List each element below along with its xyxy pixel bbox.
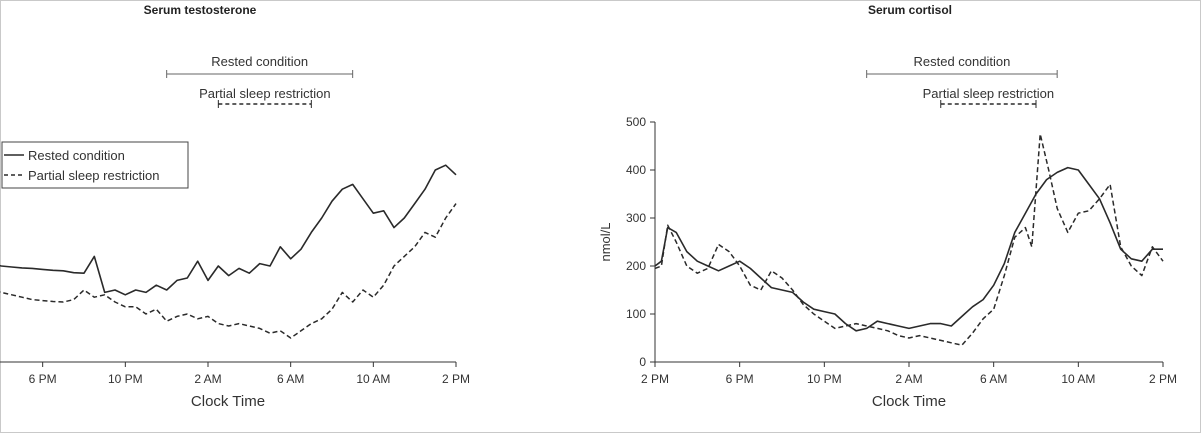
y-tick-label: 300	[626, 211, 646, 225]
x-axis-label: Clock Time	[191, 393, 265, 410]
series-line-partial-sleep-restriction	[0, 203, 457, 339]
annotation-label: Rested condition	[211, 54, 308, 69]
x-tick-label: 6 PM	[29, 372, 57, 386]
x-tick-label: 10 PM	[807, 372, 842, 386]
chart-title: Serum cortisol	[868, 3, 952, 17]
legend-label: Partial sleep restriction	[28, 168, 160, 183]
legend-label: Rested condition	[28, 148, 125, 163]
x-tick-label: 6 PM	[726, 372, 754, 386]
annotation-label: Partial sleep restriction	[199, 86, 331, 101]
x-tick-label: 6 AM	[980, 372, 1007, 386]
x-tick-label: 10 PM	[108, 372, 143, 386]
x-tick-label: 10 AM	[356, 372, 390, 386]
y-tick-label: 200	[626, 259, 646, 273]
chart-title: Serum testosterone	[144, 3, 257, 17]
y-tick-label: 400	[626, 163, 646, 177]
x-tick-label: 10 AM	[1061, 372, 1095, 386]
x-tick-label: 6 AM	[277, 372, 304, 386]
series-line-rested-condition	[0, 164, 457, 296]
x-tick-label: 2 PM	[1149, 372, 1177, 386]
x-tick-label: 2 PM	[641, 372, 669, 386]
annotation-label: Rested condition	[913, 54, 1010, 69]
y-tick-label: 100	[626, 307, 646, 321]
annotation-label: Partial sleep restriction	[923, 86, 1055, 101]
cortisol-panel: Serum cortisol Rested condition Partial sl…	[598, 3, 1177, 410]
legend: Rested condition Partial sleep restrictio…	[1, 141, 189, 189]
x-tick-label: 2 AM	[895, 372, 922, 386]
series-line-partial-sleep-restriction	[654, 133, 1164, 346]
y-tick-label: 500	[626, 115, 646, 129]
x-tick-label: 2 AM	[194, 372, 221, 386]
x-axis-label: Clock Time	[872, 393, 946, 410]
series-line-rested-condition	[654, 166, 1163, 332]
x-tick-label: 2 PM	[442, 372, 470, 386]
legend-box	[1, 141, 189, 189]
y-tick-label: 0	[639, 355, 646, 369]
testosterone-panel: Serum testosterone Rested condition Partia…	[0, 3, 470, 410]
y-axis-label: nmol/L	[598, 222, 613, 261]
